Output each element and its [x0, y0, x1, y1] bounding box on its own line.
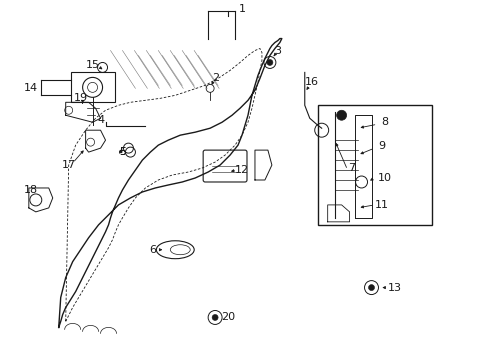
Text: 12: 12 — [234, 165, 248, 175]
Text: 18: 18 — [24, 185, 38, 195]
Circle shape — [212, 315, 218, 320]
Text: 20: 20 — [221, 312, 235, 323]
Text: 7: 7 — [347, 163, 354, 173]
Text: 5: 5 — [119, 147, 126, 157]
Circle shape — [368, 285, 374, 291]
Text: 17: 17 — [61, 160, 76, 170]
Bar — [71, 72, 115, 102]
Text: 13: 13 — [386, 283, 401, 293]
Text: 14: 14 — [24, 84, 38, 93]
Circle shape — [336, 110, 346, 120]
Bar — [317, 105, 431, 225]
Text: 15: 15 — [85, 60, 100, 71]
Text: 4: 4 — [97, 115, 104, 125]
Text: 11: 11 — [374, 200, 387, 210]
Text: 8: 8 — [380, 117, 387, 127]
Text: 9: 9 — [377, 141, 384, 151]
Text: 1: 1 — [238, 4, 245, 14]
Text: 19: 19 — [73, 93, 87, 103]
Text: 3: 3 — [274, 45, 281, 55]
Text: 2: 2 — [212, 73, 219, 84]
Text: 16: 16 — [304, 77, 318, 87]
Text: 10: 10 — [377, 173, 391, 183]
Circle shape — [266, 59, 272, 66]
Text: 6: 6 — [148, 245, 156, 255]
Text: 5: 5 — [119, 147, 126, 157]
